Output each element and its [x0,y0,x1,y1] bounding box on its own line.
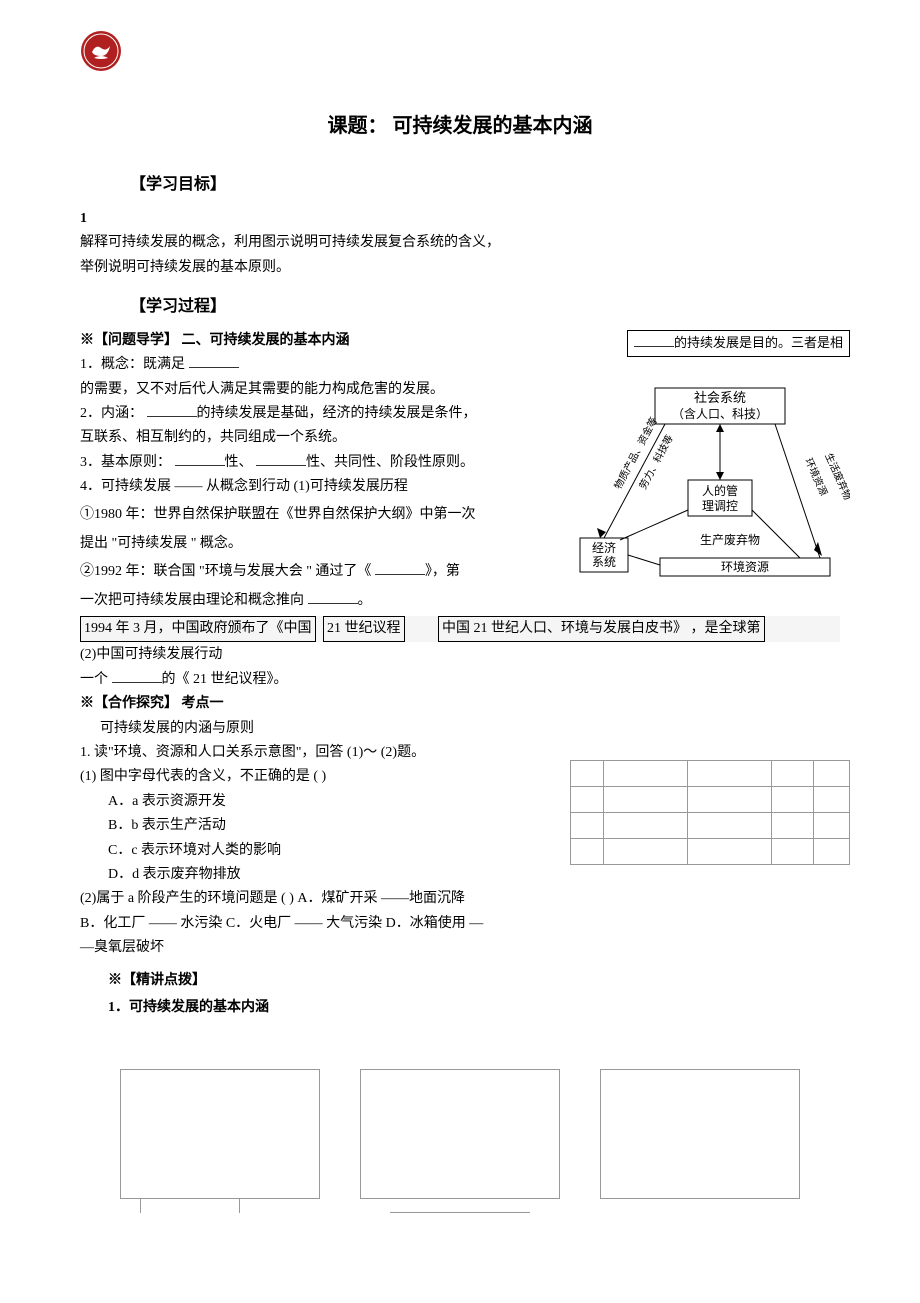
diag-env: 环境资源 [721,559,769,574]
coop-sub: 可持续发展的内涵与原则 [100,718,840,740]
lecture-header: ※【精讲点拨】 [108,970,840,992]
objective-line-1: 解释可持续发展的概念，利用图示说明可持续发展复合系统的含义， [80,232,840,254]
item-1-line-2: 的需要，又不对后代人满足其需要的能力构成危害的发展。 [80,379,550,401]
diag-econ2: 系统 [592,555,616,569]
item-1-line-1: 1．概念：既满足 [80,354,550,376]
boxed-3: 中国 21 世纪人口、环境与发展白皮书》 ，是全球第 [438,616,765,642]
question-1-2b: B．化工厂 —— 水污染 C．火电厂 —— 大气污染 D．冰箱使用 — [80,913,840,935]
item-2-line-2: 互联系、相互制约的，共同组成一个系统。 [80,427,550,449]
diag-social-sub: （含人口、科技） [672,406,768,421]
item-4-1a: ①1980 年：世界自然保护联盟在《世界自然保护大纲》中第一次 [80,504,550,526]
table-row [571,838,850,864]
lecture-1: 1．可持续发展的基本内涵 [108,997,840,1019]
diag-econ: 经济 [592,540,616,555]
objective-num: 1 [80,208,840,230]
item-4-2c: 一次把可持续发展由理论和概念推向 。 [80,590,550,612]
item-4: 4．可持续发展 —— 从概念到行动 (1)可持续发展历程 [80,476,550,498]
table-row [571,760,850,786]
boxed-1: 1994 年 3 月，中国政府颁布了《中国 [80,616,316,642]
diag-social: 社会系统 [694,390,746,405]
diag-human2: 理调控 [702,499,738,513]
box-3 [600,1069,800,1213]
item-5b: 一个 的《 21 世纪议程》。 [80,669,840,691]
boxed-row: 1994 年 3 月，中国政府颁布了《中国 21 世纪议程 中国 21 世纪人口… [80,616,840,642]
right-note-box: 的持续发展是目的。三者是相 [627,330,850,357]
item-4-2a: ②1992 年：联合国 "环境与发展大会 " 通过了《 》，第 [80,561,550,583]
item-2-line-1: 2．内涵： 的持续发展是基础，经济的持续发展是条件， [80,403,550,425]
systems-diagram: 社会系统 （含人口、科技） 人的管 理调控 经济 系统 环境资源 生产废弃物 [570,380,850,580]
question-1-2a: (2)属于 a 阶段产生的环境问题是 ( ) A．煤矿开采 ——地面沉降 [80,888,840,910]
objective-line-2: 举例说明可持续发展的基本原则。 [80,257,840,279]
option-d: D．d 表示废弃物排放 [108,864,840,886]
box-1 [120,1069,320,1213]
three-boxes [120,1069,800,1213]
diag-human: 人的管 [702,483,738,498]
item-5a: (2)中国可持续发展行动 [80,644,840,666]
table-row [571,812,850,838]
diag-right2: 生活废弃物 [822,451,850,502]
process-header: 【学习过程】 [130,294,840,320]
right-note-text: 的持续发展是目的。三者是相 [674,335,843,350]
coop-header: ※【合作探究】 考点一 [80,693,840,715]
item-3: 3．基本原则： 性、 性、共同性、阶段性原则。 [80,452,550,474]
table-row [571,786,850,812]
objectives-header: 【学习目标】 [130,172,840,198]
box-2 [360,1069,560,1213]
boxed-2: 21 世纪议程 [323,616,405,642]
diag-waste: 生产废弃物 [700,532,760,547]
institution-logo [80,30,122,72]
item-4-1b: 提出 "可持续发展 " 概念。 [80,533,550,555]
page-title: 课题： 可持续发展的基本内涵 [80,110,840,142]
question-1-2c: —臭氧层破坏 [80,937,840,959]
empty-table [570,760,850,865]
